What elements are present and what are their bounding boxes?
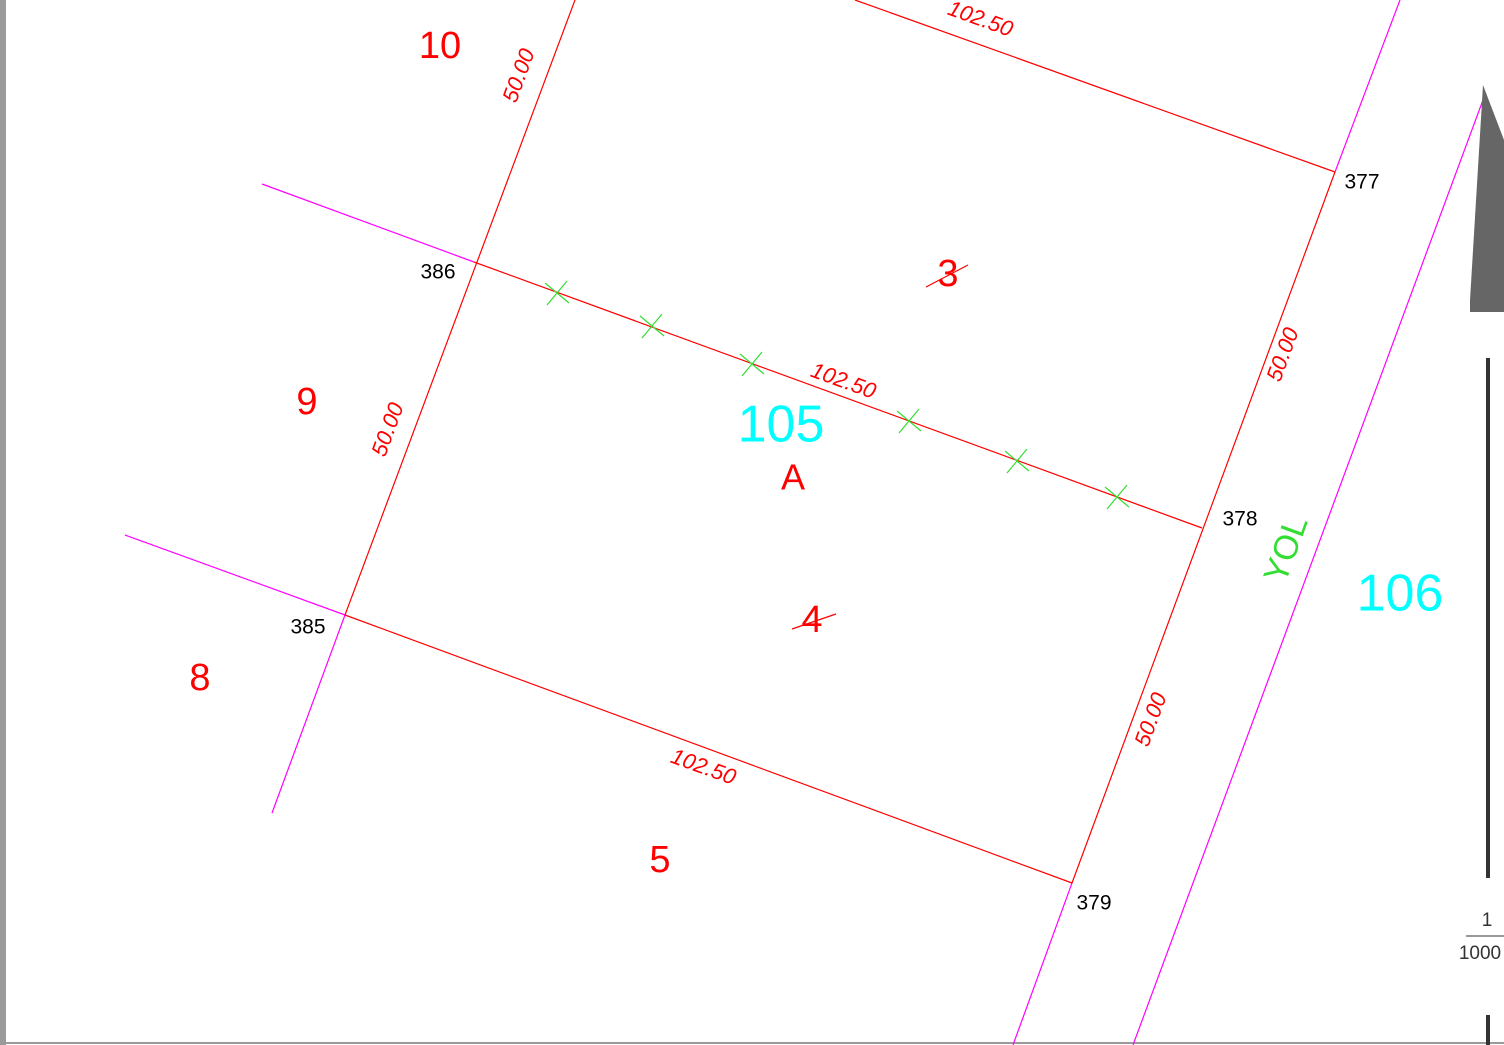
cross-mark — [1104, 484, 1130, 510]
parcel-number: 9 — [296, 381, 317, 423]
parcel-number: 5 — [649, 839, 670, 881]
point-number: 378 — [1222, 508, 1257, 531]
cross-mark — [639, 313, 665, 339]
parcel-boundary — [344, 614, 1073, 884]
cancel-marks — [544, 280, 1130, 510]
strike — [925, 264, 969, 288]
parcel-number: 10 — [419, 25, 461, 67]
point-number: 386 — [420, 261, 455, 284]
north-arrow — [1470, 85, 1504, 312]
scale-numerator: 1 — [1482, 910, 1493, 931]
point-number: 377 — [1344, 171, 1379, 194]
scale-denominator: 1000 — [1459, 943, 1501, 964]
cancelled-parcel-number: 4 — [801, 599, 822, 641]
parcel-letter: A — [781, 457, 805, 498]
boundary-extension — [1334, 0, 1401, 173]
parcel-number: 8 — [189, 657, 210, 699]
dimension: 102.50 — [668, 743, 741, 790]
parcel-boundary — [473, 261, 1203, 529]
point-number: 379 — [1076, 892, 1111, 915]
cross-mark — [544, 280, 570, 306]
boundary-extension — [261, 183, 475, 263]
cancelled-parcel-number: 3 — [937, 253, 958, 295]
dimension: 50.00 — [497, 45, 540, 106]
dimension: 50.00 — [366, 399, 409, 460]
left-border — [0, 0, 6, 1045]
point-number: 385 — [290, 616, 325, 639]
dimension: 50.00 — [1129, 689, 1172, 750]
boundary-extension — [271, 614, 346, 814]
cross-mark — [1004, 448, 1030, 474]
cross-mark — [739, 351, 765, 377]
parcel-boundary — [344, 0, 576, 616]
cross-mark — [896, 408, 922, 434]
strike — [791, 613, 837, 630]
block-number: 105 — [738, 396, 825, 454]
adjacent-block-number: 106 — [1357, 565, 1444, 623]
parcel-boundary — [854, 0, 1336, 173]
parcel-boundary — [1071, 171, 1336, 884]
boundary-extension — [1012, 882, 1073, 1045]
road-edge — [1132, 99, 1484, 1045]
boundary-extension — [124, 534, 346, 616]
